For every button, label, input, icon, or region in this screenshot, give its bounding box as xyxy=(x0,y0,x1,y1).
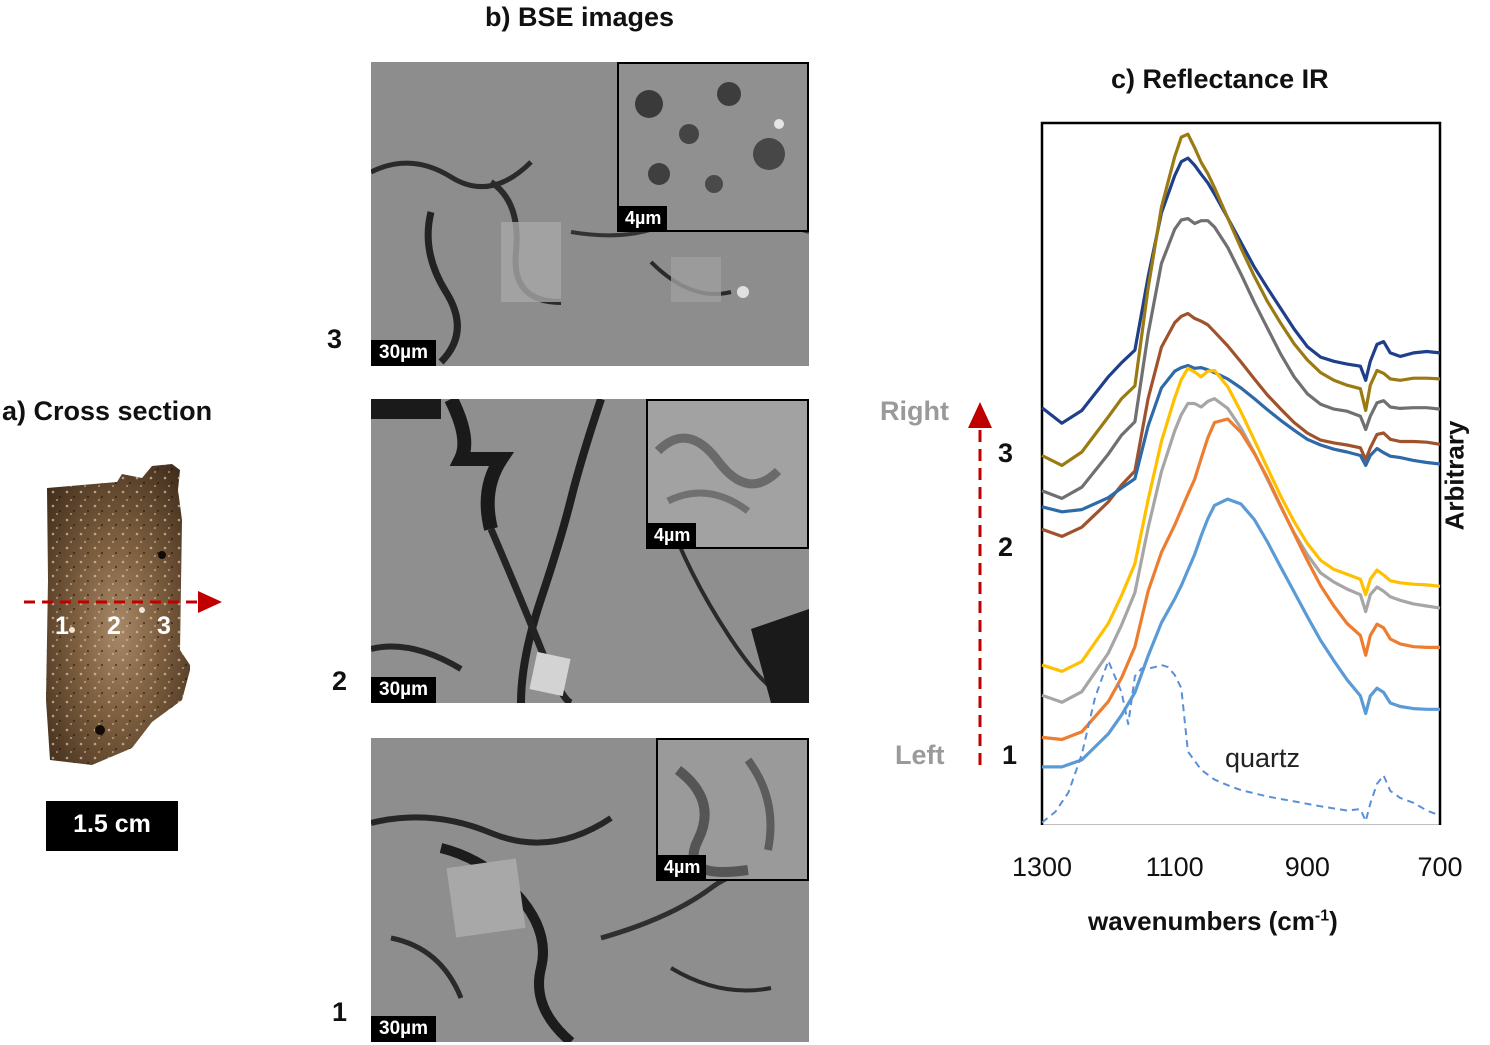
bse-inset-3: 4µm xyxy=(617,62,809,232)
cross-section-point-3: 3 xyxy=(157,612,171,640)
ir-spectrum-line-3 xyxy=(1041,216,1441,500)
quartz-label: quartz xyxy=(1225,743,1300,773)
bse-inset-texture-3 xyxy=(619,64,807,230)
bse-inset-texture-2 xyxy=(648,401,807,547)
direction-left-label: Left xyxy=(895,740,945,770)
bse-image-3: 4µm 30µm xyxy=(371,62,809,366)
x-tick-700: 700 xyxy=(1417,852,1463,882)
x-tick-1100: 1100 xyxy=(1145,852,1204,882)
x-axis-label-suffix: ) xyxy=(1329,906,1338,936)
bse-number-1: 1 xyxy=(332,997,348,1027)
bse-scale-2: 30µm xyxy=(371,677,436,703)
direction-arrow xyxy=(968,402,992,765)
cross-section-image xyxy=(22,460,232,780)
ir-spectrum-line-6 xyxy=(1041,366,1441,673)
direction-right-label: Right xyxy=(880,396,949,426)
reflectance-ir-chart: quartz xyxy=(1040,121,1442,825)
scale-bar-1-5cm: 1.5 cm xyxy=(46,801,178,851)
bse-inset-scale-2: 4µm xyxy=(648,523,697,547)
ir-spectrum-line-8 xyxy=(1041,417,1440,742)
x-axis-label-superscript: -1 xyxy=(1314,907,1330,925)
side-number-2: 2 xyxy=(998,532,1014,562)
chart-plot-frame xyxy=(1040,121,1442,825)
y-axis-label: Arbitrary xyxy=(1439,420,1470,531)
bse-inset-scale-3: 4µm xyxy=(619,206,668,230)
bse-number-3: 3 xyxy=(327,324,343,354)
ir-spectrum-line-4 xyxy=(1041,311,1441,538)
bse-number-2: 2 xyxy=(332,666,348,696)
bse-inset-scale-1: 4µm xyxy=(658,855,707,879)
bse-scale-3: 30µm xyxy=(371,340,436,366)
side-number-1: 1 xyxy=(1002,740,1018,770)
cross-section-arrow-icon xyxy=(198,591,222,613)
x-tick-labels: 1300 1100 900 700 xyxy=(0,852,1490,886)
ir-spectrum-line-7 xyxy=(1041,397,1441,704)
ir-spectrum-line-2 xyxy=(1041,132,1441,467)
cross-section-point-1: 1 xyxy=(55,612,69,640)
cross-section-point-2: 2 xyxy=(107,612,121,640)
x-tick-900: 900 xyxy=(1284,852,1330,882)
x-tick-1300: 1300 xyxy=(1011,852,1073,882)
x-axis-label: wavenumbers (cm-1) xyxy=(1088,906,1338,937)
bse-inset-1: 4µm xyxy=(656,738,809,881)
direction-arrow-head-icon xyxy=(968,402,992,428)
panel-b-title: b) BSE images xyxy=(485,2,675,32)
scale-bar-label: 1.5 cm xyxy=(73,810,151,838)
bse-inset-2: 4µm xyxy=(646,399,809,549)
bse-scale-1: 30µm xyxy=(371,1016,436,1042)
series-layer xyxy=(1041,132,1441,824)
panel-a-title: a) Cross section xyxy=(2,396,213,426)
side-number-3: 3 xyxy=(998,438,1014,468)
bse-image-2: 4µm 30µm xyxy=(371,399,809,703)
ir-spectrum-line-5 xyxy=(1041,363,1441,514)
quartz-reference-line xyxy=(1041,659,1441,824)
ir-spectrum-line-1 xyxy=(1041,156,1441,425)
x-axis-label-main: wavenumbers (cm xyxy=(1088,906,1315,936)
panel-c-title: c) Reflectance IR xyxy=(1111,64,1329,94)
cross-section-svg xyxy=(24,464,222,765)
bse-image-1: 4µm 30µm xyxy=(371,738,809,1042)
